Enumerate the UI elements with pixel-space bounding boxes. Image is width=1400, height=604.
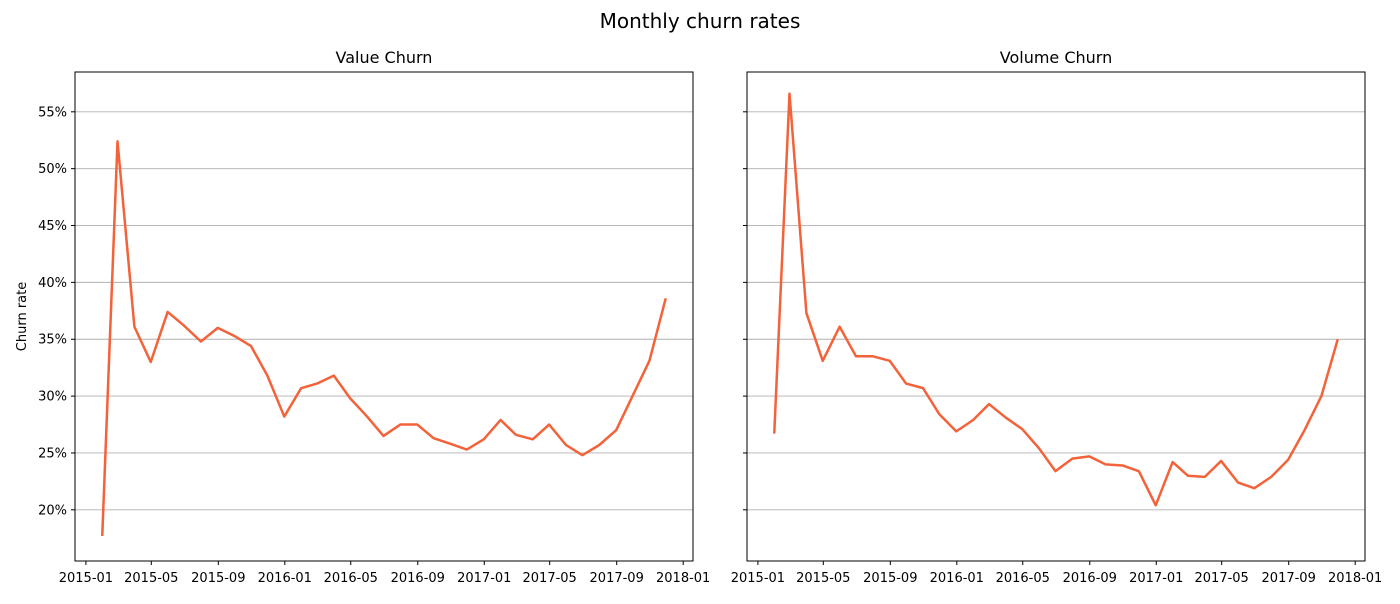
value-churn-x-tick-label: 2015-05: [124, 571, 178, 586]
value-churn-x-tick-label: 2016-01: [258, 571, 312, 586]
volume-churn-x-tick-label: 2018-01: [1328, 571, 1382, 586]
value-churn-y-tick-label: 55%: [38, 105, 67, 120]
value-churn-y-tick-label: 50%: [38, 162, 67, 177]
value-churn-x-tick-label: 2015-01: [59, 571, 113, 586]
volume-churn-x-tick-label: 2016-05: [996, 571, 1050, 586]
volume-churn-panel: 2015-01 2015-05 2015-09 2016-01 2016-05 2016-…: [731, 48, 1383, 586]
volume-churn-series-line: [773, 92, 1339, 507]
value-churn-x-tick-label: 2016-09: [391, 571, 445, 586]
volume-churn-title: Volume Churn: [1000, 48, 1112, 67]
value-churn-x-tick-label: 2017-01: [457, 571, 511, 586]
value-churn-series-line: [101, 140, 667, 537]
volume-churn-x-tick-label: 2017-01: [1129, 571, 1183, 586]
volume-churn-x-tick-label: 2017-09: [1262, 571, 1316, 586]
value-churn-x-tick-label: 2016-05: [324, 571, 378, 586]
value-churn-panel: 20% 25% 30% 35% 40% 45% 50% 55% 2015-01 2015-05 20…: [15, 48, 710, 586]
value-churn-y-tick-label: 25%: [38, 446, 67, 461]
volume-churn-x-tick-label: 2017-05: [1195, 571, 1249, 586]
value-churn-x-tick-label: 2017-05: [523, 571, 577, 586]
value-churn-y-tick-label: 45%: [38, 219, 67, 234]
value-churn-y-tick-label: 20%: [38, 503, 67, 518]
value-churn-x-tick-label: 2015-09: [191, 571, 245, 586]
volume-churn-x-tick-label: 2015-01: [731, 571, 785, 586]
volume-churn-x-tick-label: 2015-05: [796, 571, 850, 586]
value-churn-y-tick-label: 30%: [38, 390, 67, 405]
value-churn-x-tick-label: 2018-01: [656, 571, 710, 586]
volume-churn-axes-frame: [746, 71, 1366, 562]
value-churn-title: Value Churn: [336, 48, 433, 67]
figure-title: Monthly churn rates: [600, 9, 801, 33]
value-churn-x-tick-label: 2017-09: [590, 571, 644, 586]
volume-churn-x-tick-label: 2015-09: [863, 571, 917, 586]
volume-churn-x-tick-label: 2016-09: [1063, 571, 1117, 586]
volume-churn-x-tick-label: 2016-01: [930, 571, 984, 586]
value-churn-y-tick-label: 40%: [38, 276, 67, 291]
value-churn-y-tick-label: 35%: [38, 333, 67, 348]
value-churn-y-axis-label: Churn rate: [15, 282, 30, 351]
value-churn-axes-frame: [74, 71, 694, 562]
